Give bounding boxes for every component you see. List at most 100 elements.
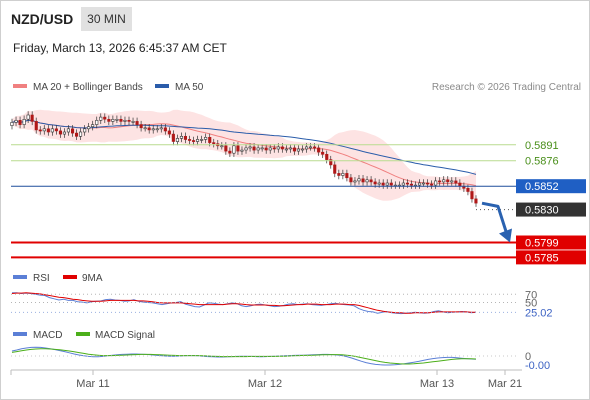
candle-body [79, 131, 83, 137]
candle-body [248, 146, 252, 149]
candle-body [284, 148, 288, 151]
candle-body [389, 182, 393, 186]
macd-last-value: -0.00 [525, 360, 550, 372]
candle-body [337, 173, 341, 176]
candle-body [272, 147, 276, 150]
rsi-last-value: 25.02 [525, 307, 553, 319]
rsi-tick-label: 50 [525, 298, 537, 310]
bollinger-band [12, 109, 476, 201]
candle-body [288, 147, 292, 150]
candle-body [345, 173, 349, 178]
time-axis-label: Mar 21 [488, 378, 522, 390]
candle-body [143, 127, 147, 130]
candle-body [83, 128, 87, 133]
forecast-arrow [481, 201, 509, 235]
candle-body [188, 139, 192, 141]
time-axis-label: Mar 13 [420, 378, 454, 390]
candle-body [470, 191, 474, 200]
candle-body [38, 129, 42, 132]
candle-body [276, 146, 280, 150]
candle-body [204, 137, 208, 140]
candle-body [163, 127, 167, 132]
candle-body [268, 147, 272, 151]
candle-body [329, 159, 333, 166]
last-price-label: 0.5830 [525, 205, 559, 217]
candle-body [22, 119, 26, 125]
candle-body [99, 116, 103, 121]
candle-body [192, 140, 196, 142]
candle-body [87, 126, 91, 130]
candle-body [26, 114, 30, 120]
time-axis-label: Mar 11 [76, 378, 109, 390]
symbol-title: NZD/USD [11, 11, 74, 27]
candle-body [208, 137, 212, 143]
resistance-label: 0.5891 [525, 140, 559, 152]
candle-body [175, 138, 179, 142]
chart-datetime: Friday, March 13, 2026 6:45:37 AM CET [13, 41, 227, 55]
candle-body [183, 136, 187, 140]
support-tag [516, 235, 586, 250]
candle-body [421, 182, 426, 185]
rsi-legend-label: RSI [33, 273, 50, 284]
candle-body [34, 121, 38, 131]
candle-body [151, 128, 155, 131]
candle-body [341, 173, 345, 176]
ma20-legend-label: MA 20 + Bollinger Bands [33, 82, 143, 93]
candle-body [349, 177, 353, 183]
candle-body [200, 139, 204, 141]
candle-body [236, 145, 240, 152]
candle-body [252, 146, 256, 151]
candle-body [167, 130, 171, 135]
candle-body [385, 182, 389, 186]
pivot-label: 0.5852 [525, 181, 559, 193]
pivot-tag [516, 179, 586, 194]
support-tag [516, 250, 586, 265]
candle-body [280, 146, 284, 150]
candle-body [333, 164, 337, 174]
candle-body [361, 178, 365, 183]
candle-body [430, 183, 434, 186]
candle-body [42, 128, 46, 132]
candle-body [75, 132, 79, 137]
candle-body [127, 120, 131, 122]
candle-body [66, 128, 70, 133]
candle-body [179, 136, 183, 139]
candle-body [438, 180, 442, 183]
candle-body [244, 147, 248, 151]
candle-body [260, 147, 264, 150]
candle-body [139, 124, 143, 129]
resistance-label: 0.5876 [525, 156, 559, 168]
candle-body [159, 127, 163, 130]
candle-body [14, 120, 18, 123]
candle-body [111, 119, 115, 122]
candle-body [317, 147, 321, 153]
candle-body [296, 148, 301, 152]
candle-body [300, 148, 305, 151]
candle-body [325, 154, 329, 160]
candle-body [115, 119, 119, 121]
candle-body [446, 179, 450, 183]
candle-body [46, 128, 50, 133]
candle-body [425, 182, 430, 185]
candle-body [10, 122, 14, 126]
candle-body [103, 116, 107, 120]
candle-body [450, 180, 454, 183]
candle-body [62, 131, 67, 135]
candle-body [304, 146, 309, 150]
timeframe-button[interactable]: 30 MIN [81, 7, 132, 31]
candle-body [196, 139, 200, 142]
candle-body [131, 121, 135, 123]
candle-body [135, 121, 139, 125]
candle-body [220, 145, 224, 148]
candle-body [377, 182, 381, 185]
candle-body [123, 120, 127, 122]
rsi-series-main-line [12, 292, 477, 315]
macd-pane: 0-0.00 [11, 346, 550, 372]
candle-body [434, 180, 438, 186]
candle-body [232, 145, 236, 154]
candle-body [474, 198, 478, 204]
candle-body [256, 147, 260, 151]
candle-body [228, 150, 232, 154]
